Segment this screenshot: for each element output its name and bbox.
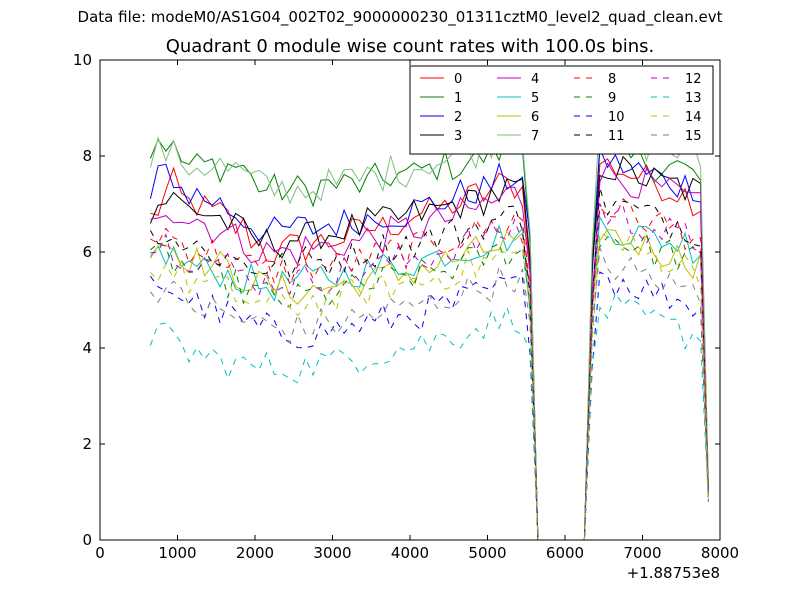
series-line-5 (149, 215, 709, 541)
series-line-15 (149, 247, 709, 541)
series-line-3 (149, 155, 709, 541)
x-tick-label: 3000 (313, 544, 351, 562)
figure-suptitle: Data file: modeM0/AS1G04_002T02_90000002… (77, 8, 723, 26)
legend-label-7: 7 (531, 129, 539, 144)
x-tick-label: 0 (95, 544, 105, 562)
series-line-6 (149, 229, 709, 541)
legend-label-5: 5 (531, 91, 539, 106)
series-line-13 (149, 291, 709, 541)
legend-label-9: 9 (608, 91, 616, 106)
series-line-9 (150, 231, 709, 541)
series-layer (149, 100, 709, 541)
series-line-11 (149, 187, 709, 541)
x-tick-label: 1000 (158, 544, 196, 562)
series-line-10 (149, 271, 709, 541)
y-tick-label: 8 (82, 147, 92, 165)
legend-label-11: 11 (608, 129, 625, 144)
legend-label-10: 10 (608, 110, 625, 125)
legend-label-3: 3 (454, 129, 462, 144)
y-tick-label: 10 (73, 51, 92, 69)
series-line-7 (149, 100, 709, 541)
legend-box (409, 65, 714, 155)
x-offset-label: +1.88753e8 (627, 564, 720, 582)
legend-label-6: 6 (531, 110, 539, 125)
x-tick-label: 8000 (701, 544, 739, 562)
legend-label-2: 2 (454, 110, 462, 125)
x-tick-label: 2000 (236, 544, 274, 562)
y-tick-label: 6 (82, 243, 92, 261)
x-tick-label: 4000 (391, 544, 429, 562)
series-line-8 (150, 198, 709, 541)
y-tick-label: 4 (82, 339, 92, 357)
legend-label-13: 13 (685, 91, 702, 106)
y-tick-label: 0 (82, 531, 92, 549)
chart-title: Quadrant 0 module wise count rates with … (165, 36, 655, 57)
legend-label-1: 1 (454, 91, 462, 106)
y-tick-label: 2 (82, 435, 92, 453)
series-line-2 (149, 148, 709, 541)
series-line-14 (150, 231, 709, 541)
legend-label-12: 12 (685, 72, 702, 87)
legend-label-0: 0 (454, 72, 462, 87)
legend-label-8: 8 (608, 72, 616, 87)
legend-label-15: 15 (685, 129, 702, 144)
x-tick-label: 6000 (546, 544, 584, 562)
x-tick-label: 7000 (623, 544, 661, 562)
x-tick-label: 5000 (468, 544, 506, 562)
series-line-4 (150, 162, 709, 541)
legend-label-4: 4 (531, 72, 539, 87)
legend-label-14: 14 (685, 110, 702, 125)
series-line-12 (150, 203, 709, 541)
